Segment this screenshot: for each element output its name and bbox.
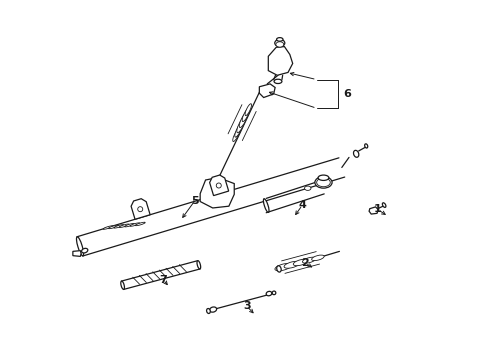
Ellipse shape (135, 222, 145, 226)
Ellipse shape (108, 225, 118, 229)
Ellipse shape (239, 113, 247, 127)
Text: 1: 1 (374, 204, 382, 215)
Text: 4: 4 (298, 200, 306, 210)
Ellipse shape (312, 255, 324, 261)
Ellipse shape (353, 150, 359, 157)
Polygon shape (369, 207, 378, 214)
Polygon shape (210, 175, 229, 195)
Text: 2: 2 (301, 258, 309, 268)
Ellipse shape (242, 108, 249, 122)
Polygon shape (73, 251, 81, 256)
Ellipse shape (302, 257, 316, 263)
Ellipse shape (130, 223, 140, 226)
Ellipse shape (365, 144, 368, 148)
Ellipse shape (318, 175, 329, 180)
Polygon shape (259, 84, 275, 98)
Ellipse shape (124, 224, 134, 227)
Ellipse shape (294, 259, 308, 266)
Ellipse shape (210, 307, 217, 312)
Text: 6: 6 (343, 89, 351, 99)
Ellipse shape (315, 177, 332, 188)
Ellipse shape (274, 79, 282, 84)
Ellipse shape (284, 261, 300, 268)
Ellipse shape (276, 38, 283, 41)
Ellipse shape (121, 281, 124, 289)
Ellipse shape (114, 225, 123, 228)
Ellipse shape (275, 40, 285, 46)
Text: 3: 3 (243, 301, 250, 311)
Ellipse shape (304, 186, 311, 190)
Ellipse shape (216, 183, 221, 188)
Polygon shape (200, 177, 234, 208)
Ellipse shape (277, 266, 281, 272)
Ellipse shape (272, 291, 276, 294)
Text: 7: 7 (159, 275, 167, 285)
Ellipse shape (138, 207, 143, 212)
Text: 5: 5 (191, 196, 198, 206)
Polygon shape (131, 199, 150, 219)
Ellipse shape (103, 226, 113, 229)
Ellipse shape (207, 309, 210, 314)
Ellipse shape (235, 124, 242, 137)
Polygon shape (269, 46, 293, 75)
Ellipse shape (382, 203, 386, 207)
Ellipse shape (233, 130, 239, 141)
Ellipse shape (275, 264, 292, 271)
Ellipse shape (264, 199, 269, 212)
Ellipse shape (76, 237, 84, 256)
Ellipse shape (245, 104, 251, 116)
Ellipse shape (276, 42, 284, 47)
Ellipse shape (266, 291, 272, 296)
Ellipse shape (81, 248, 88, 253)
Ellipse shape (197, 261, 201, 269)
Ellipse shape (317, 178, 330, 187)
Ellipse shape (119, 224, 129, 228)
Ellipse shape (237, 118, 245, 133)
